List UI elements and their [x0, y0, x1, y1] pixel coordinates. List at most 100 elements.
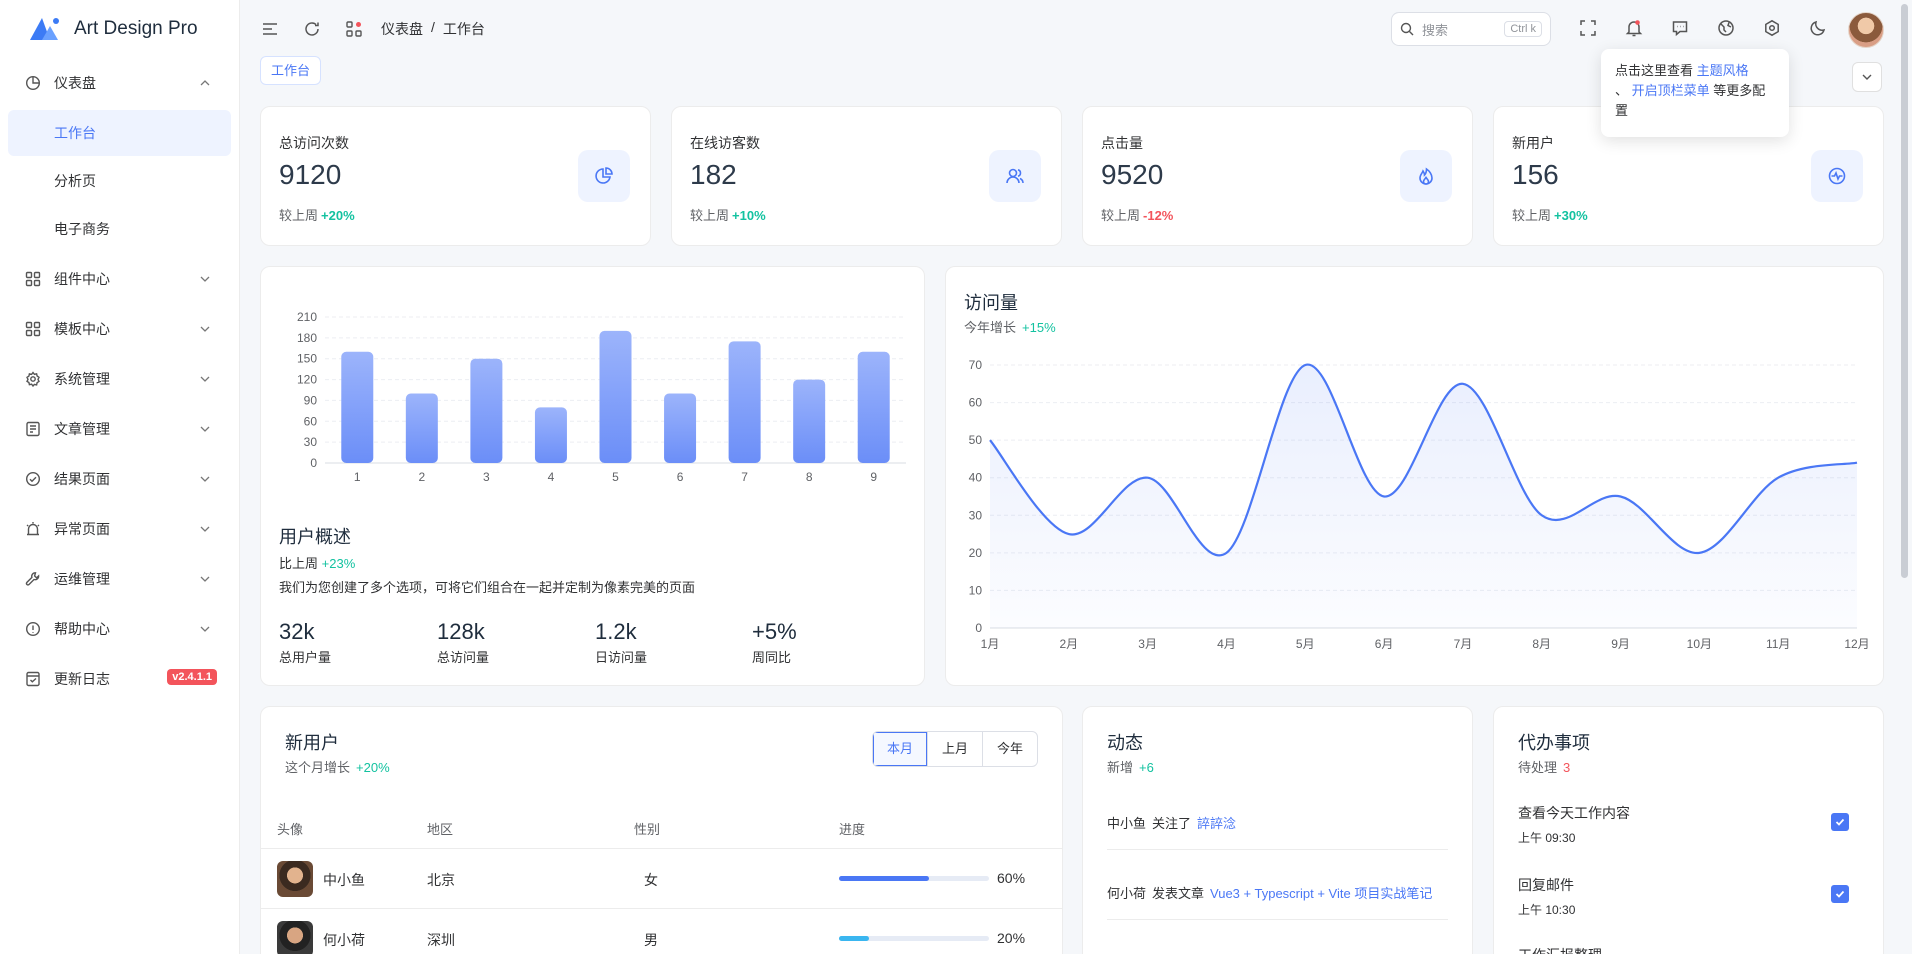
bar[interactable] — [664, 393, 697, 463]
bell-icon[interactable] — [1623, 17, 1645, 39]
chat-icon[interactable] — [1669, 17, 1691, 39]
tooltip-link-theme[interactable]: 主题风格 — [1696, 63, 1749, 78]
sidebar-item-articles[interactable]: 文章管理 — [0, 404, 239, 454]
bar[interactable] — [793, 379, 826, 463]
language-icon[interactable] — [1715, 17, 1737, 39]
y-tick-label: 70 — [969, 358, 983, 372]
avatar — [277, 861, 313, 897]
col-avatar[interactable]: 头像 — [277, 822, 304, 837]
stat-compare: 较上周 +10% — [690, 208, 766, 223]
apps-icon[interactable] — [343, 18, 365, 40]
bar[interactable] — [534, 407, 567, 463]
y-tick-label: 20 — [969, 546, 983, 560]
check-icon — [1835, 890, 1845, 898]
activity-target-link[interactable]: Vue3 + Typescript + Vite 项目实战笔记 — [1210, 886, 1433, 901]
col-progress[interactable]: 进度 — [839, 822, 866, 837]
sidebar-item-ops[interactable]: 运维管理 — [0, 554, 239, 604]
page-scrollbar[interactable] — [1901, 4, 1908, 578]
settings-icon[interactable] — [1761, 17, 1783, 39]
sidebar-subitem-analysis[interactable]: 分析页 — [54, 173, 96, 189]
tooltip-link-topmenu[interactable]: 开启顶栏菜单 — [1631, 83, 1710, 98]
period-this-year[interactable]: 今年 — [981, 732, 1037, 766]
user-avatar[interactable] — [1848, 12, 1884, 48]
chevron-down-icon — [200, 426, 210, 432]
stat-value: 182 — [690, 159, 737, 190]
top-header: 仪表盘 / 工作台 — [241, 0, 1912, 58]
period-last-month[interactable]: 上月 — [926, 732, 982, 766]
user-name: 何小荷 — [323, 932, 365, 948]
todo-checkbox[interactable] — [1831, 813, 1849, 831]
breadcrumb-workbench: 工作台 — [442, 21, 485, 37]
menu-toggle-icon[interactable] — [259, 18, 281, 40]
breadcrumb-separator: / — [431, 19, 435, 35]
logo[interactable]: Art Design Pro — [0, 0, 239, 58]
activity-target-link[interactable]: 誶誶淰 — [1197, 816, 1237, 831]
bar[interactable] — [341, 351, 374, 463]
col-region[interactable]: 地区 — [427, 822, 454, 837]
bar[interactable] — [857, 351, 890, 463]
version-badge: v2.4.1.1 — [167, 669, 217, 685]
breadcrumb-dashboard[interactable]: 仪表盘 — [381, 21, 423, 37]
search-input[interactable]: 搜索 Ctrl k — [1391, 12, 1551, 46]
tab-workbench[interactable]: 工作台 — [260, 56, 322, 85]
stat-card-visits: 总访问次数 9120 较上周 +20% — [260, 106, 651, 246]
todo-checkbox[interactable] — [1831, 885, 1849, 903]
wrench-icon — [24, 570, 42, 588]
activity-action: 发表文章 — [1152, 886, 1205, 901]
table-row[interactable]: 中小鱼 北京 女 60% — [261, 849, 1062, 909]
x-tick-label: 4 — [548, 470, 555, 484]
progress-label: 60% — [997, 870, 1026, 886]
activity-user: 何小荷 — [1107, 886, 1147, 901]
overview-delta: +23% — [321, 556, 356, 571]
sidebar-subitem-ecommerce[interactable]: 电子商务 — [54, 221, 110, 237]
bar[interactable] — [470, 358, 503, 463]
activity-card: 动态 新增 +6 中小鱼 关注了 誶誶淰 何小荷 发表文章 Vue3 + Typescri… — [1082, 706, 1473, 954]
progress-label: 20% — [997, 930, 1026, 946]
todo-item-title: 回复邮件 — [1518, 877, 1574, 893]
bar[interactable] — [728, 341, 761, 463]
divider — [1107, 919, 1448, 920]
progress-bar — [839, 936, 989, 941]
tabs-dropdown-button[interactable] — [1852, 62, 1882, 92]
sidebar-item-components[interactable]: 组件中心 — [0, 254, 239, 304]
x-tick-label: 7月 — [1454, 637, 1473, 651]
sidebar-item-help[interactable]: 帮助中心 — [0, 604, 239, 654]
y-tick-label: 150 — [297, 352, 317, 366]
sidebar-subitem-workbench[interactable]: 工作台 — [8, 110, 231, 156]
refresh-icon[interactable] — [301, 18, 323, 40]
fullscreen-icon[interactable] — [1577, 17, 1599, 39]
sidebar-item-dashboard[interactable]: 仪表盘 — [0, 58, 239, 108]
bar[interactable] — [599, 330, 632, 463]
y-tick-label: 10 — [969, 583, 983, 597]
sidebar-item-changelog[interactable]: 更新日志 v2.4.1.1 — [0, 654, 239, 704]
table-header: 头像 地区 性别 进度 — [261, 807, 1062, 849]
dark-mode-icon[interactable] — [1807, 17, 1829, 39]
period-this-month[interactable]: 本月 — [872, 732, 927, 766]
todo-item[interactable]: 工作汇报整理 — [1518, 945, 1859, 954]
sidebar-item-exceptions[interactable]: 异常页面 — [0, 504, 239, 554]
sidebar-item-label: 文章管理 — [54, 421, 110, 437]
todo-item-title: 查看今天工作内容 — [1518, 805, 1630, 821]
todo-item[interactable]: 回复邮件 上午 10:30 — [1518, 875, 1859, 918]
x-tick-label: 2月 — [1059, 637, 1078, 651]
stat-delta: +20% — [321, 208, 355, 223]
visits-card: 访问量 今年增长 +15% 0 10 20 30 40 50 60 70 1月 2月 3月 4月 5月 6月… — [945, 266, 1884, 686]
activity-sub: 新增 +6 — [1107, 760, 1154, 775]
user-name: 中小鱼 — [323, 872, 365, 888]
sidebar-item-system[interactable]: 系统管理 — [0, 354, 239, 404]
bar[interactable] — [405, 393, 438, 463]
y-tick-label: 30 — [969, 508, 983, 522]
stat-compare: 较上周 +30% — [1512, 208, 1588, 223]
series-line[interactable] — [989, 363, 1858, 557]
todo-item[interactable]: 查看今天工作内容 上午 09:30 — [1518, 803, 1859, 846]
y-tick-label: 40 — [969, 471, 983, 485]
activity-user: 中小鱼 — [1107, 816, 1147, 831]
col-gender[interactable]: 性别 — [634, 822, 661, 837]
y-tick-label: 30 — [304, 435, 318, 449]
kpi-daily-visits: 1.2k 日访问量 — [595, 619, 648, 665]
table-row[interactable]: 何小荷 深圳 男 20% — [261, 909, 1062, 954]
sidebar-item-templates[interactable]: 模板中心 — [0, 304, 239, 354]
sidebar-item-results[interactable]: 结果页面 — [0, 454, 239, 504]
stat-label: 总访问次数 — [279, 135, 349, 151]
user-region: 深圳 — [427, 932, 455, 948]
